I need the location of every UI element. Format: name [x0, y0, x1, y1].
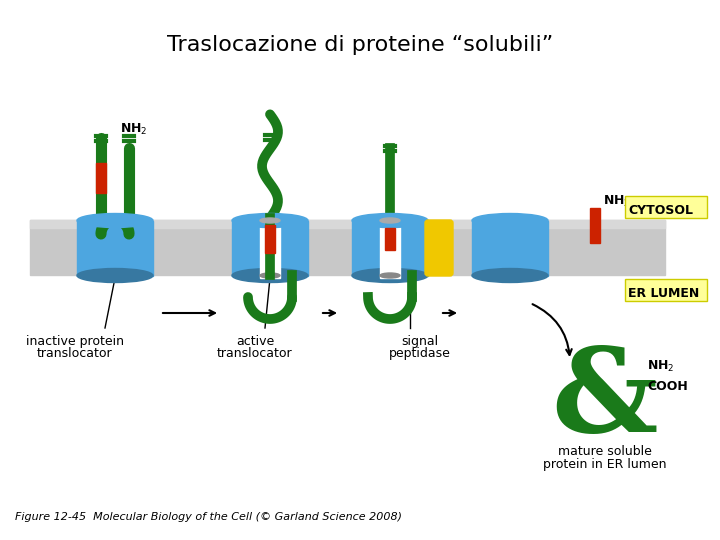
Text: signal: signal — [402, 335, 438, 348]
Bar — [590, 208, 600, 243]
Text: &: & — [552, 342, 658, 457]
Text: CYTOSOL: CYTOSOL — [628, 204, 693, 217]
Bar — [30, 220, 665, 228]
Ellipse shape — [77, 213, 153, 227]
Ellipse shape — [380, 218, 400, 223]
Ellipse shape — [352, 268, 428, 282]
Text: active: active — [236, 335, 274, 348]
Bar — [30, 220, 665, 275]
Ellipse shape — [260, 273, 280, 278]
FancyBboxPatch shape — [625, 196, 707, 218]
Ellipse shape — [352, 213, 428, 227]
Text: COOH: COOH — [647, 380, 688, 393]
FancyBboxPatch shape — [625, 279, 707, 301]
Bar — [352, 220, 428, 275]
Ellipse shape — [232, 213, 308, 227]
FancyBboxPatch shape — [425, 220, 453, 276]
Bar — [385, 228, 395, 250]
Text: mature soluble: mature soluble — [558, 445, 652, 458]
Bar — [96, 163, 106, 193]
Bar — [232, 220, 308, 275]
Ellipse shape — [260, 218, 280, 223]
Text: NH$_2$: NH$_2$ — [647, 359, 674, 374]
Text: inactive protein: inactive protein — [26, 335, 124, 348]
Text: NH$_2$: NH$_2$ — [603, 194, 630, 209]
Text: Figure 12-45  Molecular Biology of the Cell (© Garland Science 2008): Figure 12-45 Molecular Biology of the Ce… — [15, 512, 402, 522]
Ellipse shape — [472, 268, 548, 282]
Text: peptidase: peptidase — [389, 347, 451, 360]
Bar — [77, 220, 153, 275]
Bar — [472, 220, 548, 275]
Bar — [380, 219, 400, 278]
Text: NH$_2$: NH$_2$ — [120, 122, 148, 137]
Text: Traslocazione di proteine “solubili”: Traslocazione di proteine “solubili” — [167, 35, 553, 55]
Ellipse shape — [380, 273, 400, 278]
Bar — [260, 219, 280, 278]
Text: ER LUMEN: ER LUMEN — [628, 287, 699, 300]
Text: protein in ER lumen: protein in ER lumen — [544, 458, 667, 471]
Ellipse shape — [472, 213, 548, 227]
Bar — [265, 225, 275, 253]
Text: translocator: translocator — [37, 347, 113, 360]
Ellipse shape — [232, 268, 308, 282]
Ellipse shape — [77, 268, 153, 282]
Text: translocator: translocator — [217, 347, 293, 360]
